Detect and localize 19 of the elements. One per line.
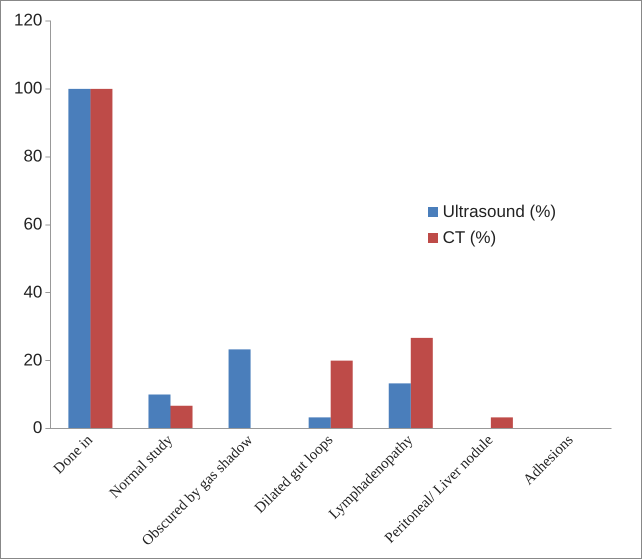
y-tick-label: 80 <box>23 146 42 166</box>
y-tick-label: 60 <box>23 214 42 234</box>
y-tick-label: 120 <box>14 10 42 30</box>
bar <box>308 417 331 428</box>
bar <box>90 88 112 428</box>
y-tick-label: 0 <box>32 418 42 438</box>
legend-label: Ultrasound (%) <box>442 202 556 222</box>
bar <box>68 88 90 428</box>
y-tick-label: 20 <box>23 350 42 370</box>
y-tick-label: 40 <box>23 282 42 302</box>
bar <box>490 417 513 428</box>
bar <box>228 349 251 428</box>
bar <box>148 394 170 428</box>
bar <box>170 406 193 428</box>
y-tick-label: 100 <box>14 78 42 98</box>
bar <box>330 360 353 428</box>
bar <box>388 383 411 428</box>
bar <box>410 338 433 428</box>
legend-label: CT (%) <box>442 228 496 248</box>
